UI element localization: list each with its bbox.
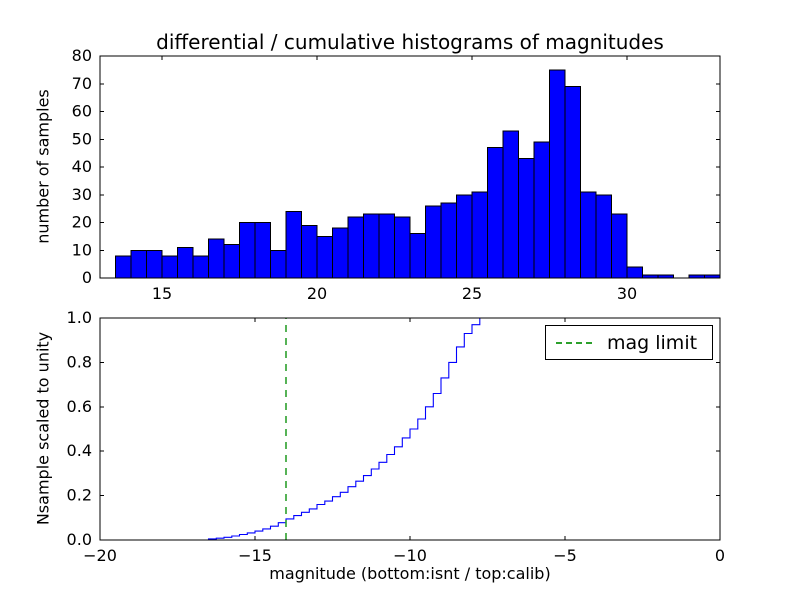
- x-tick-label: −5: [553, 546, 577, 565]
- histogram-bar: [270, 249, 287, 279]
- cumulative-step-line: [100, 317, 720, 541]
- y-tick-label: 40: [72, 157, 92, 176]
- y-tick-label: 0.2: [67, 486, 92, 505]
- y-tick-label: 20: [72, 213, 92, 232]
- x-tick-label: 15: [152, 284, 172, 303]
- y-tick-label: 1.0: [67, 308, 92, 327]
- histogram-bar: [347, 216, 364, 279]
- y-tick-label: 0.8: [67, 352, 92, 371]
- histogram-bar: [409, 233, 426, 279]
- y-tick-label: 0.6: [67, 397, 92, 416]
- x-tick-label: 25: [462, 284, 482, 303]
- histogram-bar: [146, 249, 163, 279]
- histogram-bar: [254, 222, 271, 279]
- y-tick-label: 10: [72, 240, 92, 259]
- histogram-bar: [161, 255, 178, 279]
- histogram-bar: [564, 86, 581, 279]
- y-tick-label: 50: [72, 129, 92, 148]
- x-tick-label: −10: [393, 546, 427, 565]
- histogram-bar: [363, 213, 380, 279]
- histogram-bar: [115, 255, 132, 279]
- histogram-bar: [332, 227, 349, 279]
- y-tick-label: 30: [72, 185, 92, 204]
- y-tick-label: 0: [82, 268, 92, 287]
- histogram-bar: [285, 210, 302, 279]
- legend-line-sample: [556, 341, 596, 344]
- chart-title: differential / cumulative histograms of …: [156, 30, 664, 54]
- histogram-bar: [192, 255, 209, 279]
- histogram-bar: [378, 213, 395, 279]
- histogram-bar: [549, 69, 566, 279]
- y-tick-label: 70: [72, 74, 92, 93]
- histogram-bar: [177, 247, 194, 279]
- bottom-y-axis-label: Nsample scaled to unity: [33, 331, 53, 526]
- x-tick-label: 20: [307, 284, 327, 303]
- histogram-bar: [394, 216, 411, 279]
- legend-label: mag limit: [607, 331, 698, 354]
- histogram-bar: [518, 158, 535, 279]
- histogram-bar: [487, 147, 504, 279]
- y-tick-label: 0.4: [67, 441, 92, 460]
- histogram-bar: [425, 205, 442, 279]
- histogram-bar: [301, 224, 318, 279]
- histogram-bar: [239, 222, 256, 279]
- y-tick-label: 60: [72, 102, 92, 121]
- x-tick-label: −20: [83, 546, 117, 565]
- histogram-bar: [595, 194, 612, 279]
- histogram-bar: [471, 191, 488, 279]
- top-y-axis-label: number of samples: [33, 89, 53, 244]
- histogram-bar: [208, 238, 225, 279]
- y-tick-label: 80: [72, 46, 92, 65]
- histogram-bar: [456, 194, 473, 279]
- histogram-bar: [223, 244, 240, 279]
- histogram-bar: [626, 266, 643, 279]
- histogram-bar: [316, 235, 333, 279]
- histogram-bar: [502, 130, 519, 279]
- histogram-bar: [611, 213, 628, 279]
- legend: mag limit: [545, 325, 713, 360]
- histogram-bar: [533, 141, 550, 279]
- x-tick-label: −15: [238, 546, 272, 565]
- x-tick-label: 30: [617, 284, 637, 303]
- y-tick-label: 0.0: [67, 530, 92, 549]
- x-tick-label: 0: [715, 546, 725, 565]
- histogram-bar: [130, 249, 147, 279]
- histogram-bar: [580, 191, 597, 279]
- histogram-bar: [440, 202, 457, 279]
- x-axis-label: magnitude (bottom:isnt / top:calib): [269, 564, 551, 583]
